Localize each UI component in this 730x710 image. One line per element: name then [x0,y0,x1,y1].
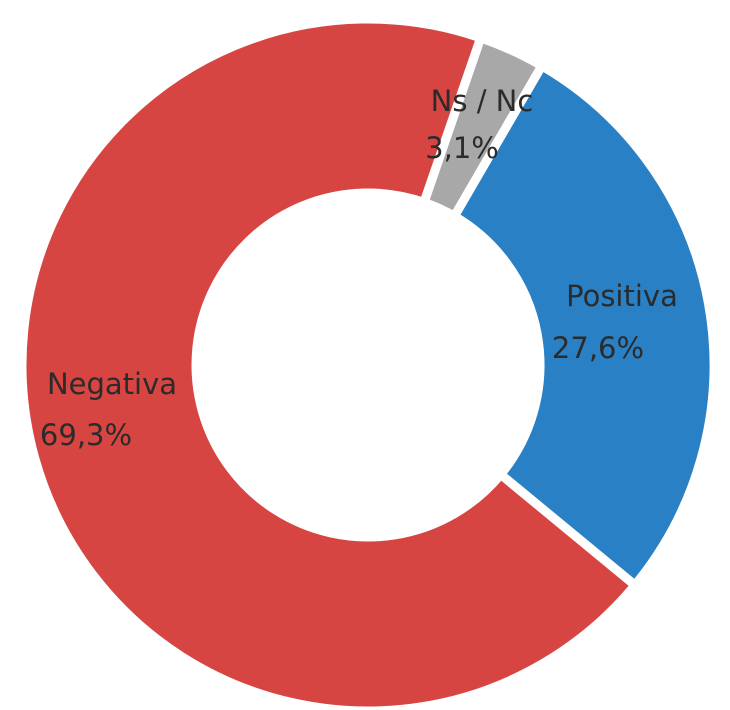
value-label: 69,3% [40,418,132,452]
slice-label: Positiva [566,279,678,313]
donut [17,14,719,710]
slice [448,59,719,592]
value-label: 3,1% [425,131,499,165]
slice-label: Ns / Nc [431,84,534,118]
labels: Ns / Nc 3,1% Positiva 27,6% Negativa 69,3% [40,84,678,452]
slice [17,14,642,710]
slice-label: Negativa [47,367,177,401]
value-label: 27,6% [552,331,644,365]
